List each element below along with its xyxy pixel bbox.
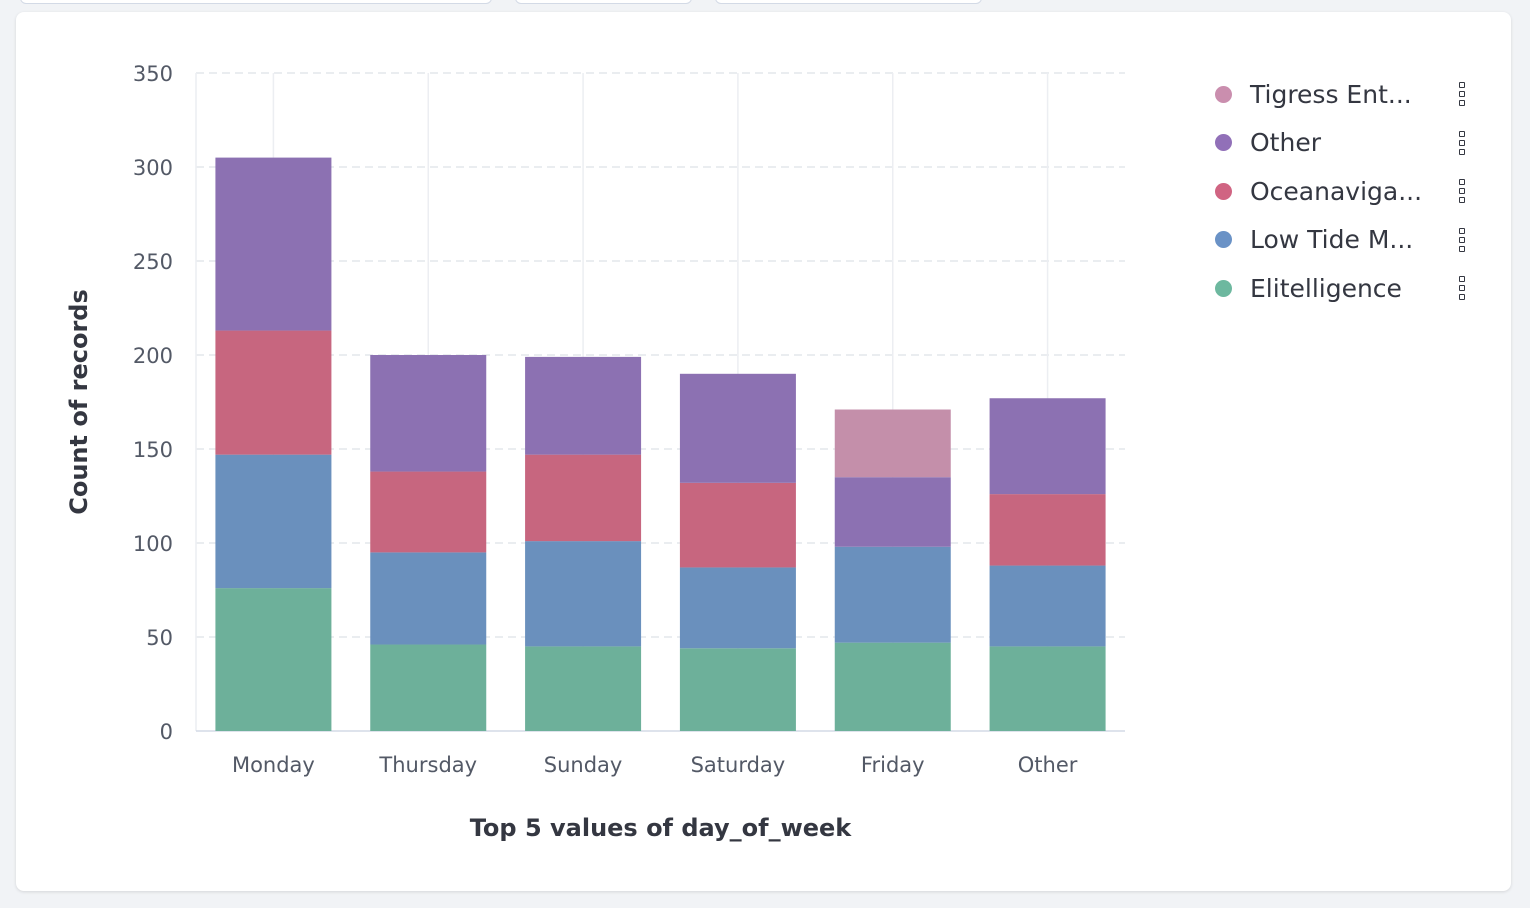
x-tick-label: Friday [861, 753, 925, 777]
legend-color-dot [1215, 182, 1232, 200]
bar-segment [525, 541, 642, 647]
bar-segment [370, 552, 487, 645]
x-tick-label: Thursday [378, 753, 477, 777]
legend-color-dot [1215, 231, 1232, 249]
legend-label: Elitelligence [1250, 273, 1402, 303]
legend-item[interactable]: Low Tide M... [1200, 216, 1480, 265]
bar-segment [834, 477, 951, 547]
bar-segment [215, 330, 332, 455]
bar-segment [370, 471, 487, 553]
boxes-vertical-icon[interactable] [1452, 130, 1472, 155]
bar-segment [525, 646, 642, 731]
boxes-vertical-icon[interactable] [1452, 179, 1472, 204]
boxes-vertical-icon[interactable] [1452, 276, 1472, 301]
legend-color-dot [1215, 85, 1232, 103]
x-tick-label: Monday [232, 753, 315, 777]
legend: Tigress Ent... Other Oceanaviga... Low Tide… [1200, 70, 1480, 313]
bar-segment [679, 373, 796, 483]
x-axis-title: Top 5 values of day_of_week [470, 814, 853, 842]
bar-segment [370, 355, 487, 472]
bar-segment [525, 454, 642, 542]
bar-segment [989, 565, 1106, 647]
legend-color-dot [1215, 134, 1232, 152]
bar-segment [679, 648, 796, 731]
y-tick-label: 150 [133, 438, 173, 462]
bar-segment [215, 454, 332, 589]
bar-segment [679, 482, 796, 568]
boxes-vertical-icon[interactable] [1452, 82, 1472, 107]
x-tick-label: Sunday [544, 753, 623, 777]
bar-segment [215, 588, 332, 731]
legend-item[interactable]: Elitelligence [1200, 264, 1480, 313]
bar-segment [834, 546, 951, 643]
bar-segment [989, 494, 1106, 566]
y-tick-label: 350 [133, 62, 173, 86]
legend-label: Tigress Ent... [1250, 79, 1412, 109]
x-tick-label: Other [1018, 753, 1078, 777]
bar-segment [370, 644, 487, 731]
legend-color-dot [1215, 279, 1232, 297]
bar-segment [525, 356, 642, 455]
x-tick-label: Saturday [691, 753, 786, 777]
bar-segment [215, 157, 332, 331]
legend-item[interactable]: Other [1200, 119, 1480, 168]
y-tick-label: 0 [160, 720, 173, 744]
y-axis-title: Count of records [65, 289, 93, 515]
bar-segment [989, 398, 1106, 495]
bar-segment [679, 567, 796, 649]
bar-segment [989, 646, 1106, 731]
y-tick-label: 50 [146, 626, 173, 650]
legend-item[interactable]: Oceanaviga... [1200, 167, 1480, 216]
y-tick-label: 250 [133, 250, 173, 274]
legend-item[interactable]: Tigress Ent... [1200, 70, 1480, 119]
y-tick-label: 300 [133, 156, 173, 180]
y-tick-label: 200 [133, 344, 173, 368]
bar-segment [834, 642, 951, 731]
y-tick-label: 100 [133, 532, 173, 556]
bar-segment [834, 409, 951, 478]
legend-label: Low Tide M... [1250, 225, 1414, 255]
legend-label: Oceanaviga... [1250, 176, 1423, 206]
legend-label: Other [1250, 128, 1321, 158]
boxes-vertical-icon[interactable] [1452, 227, 1472, 252]
